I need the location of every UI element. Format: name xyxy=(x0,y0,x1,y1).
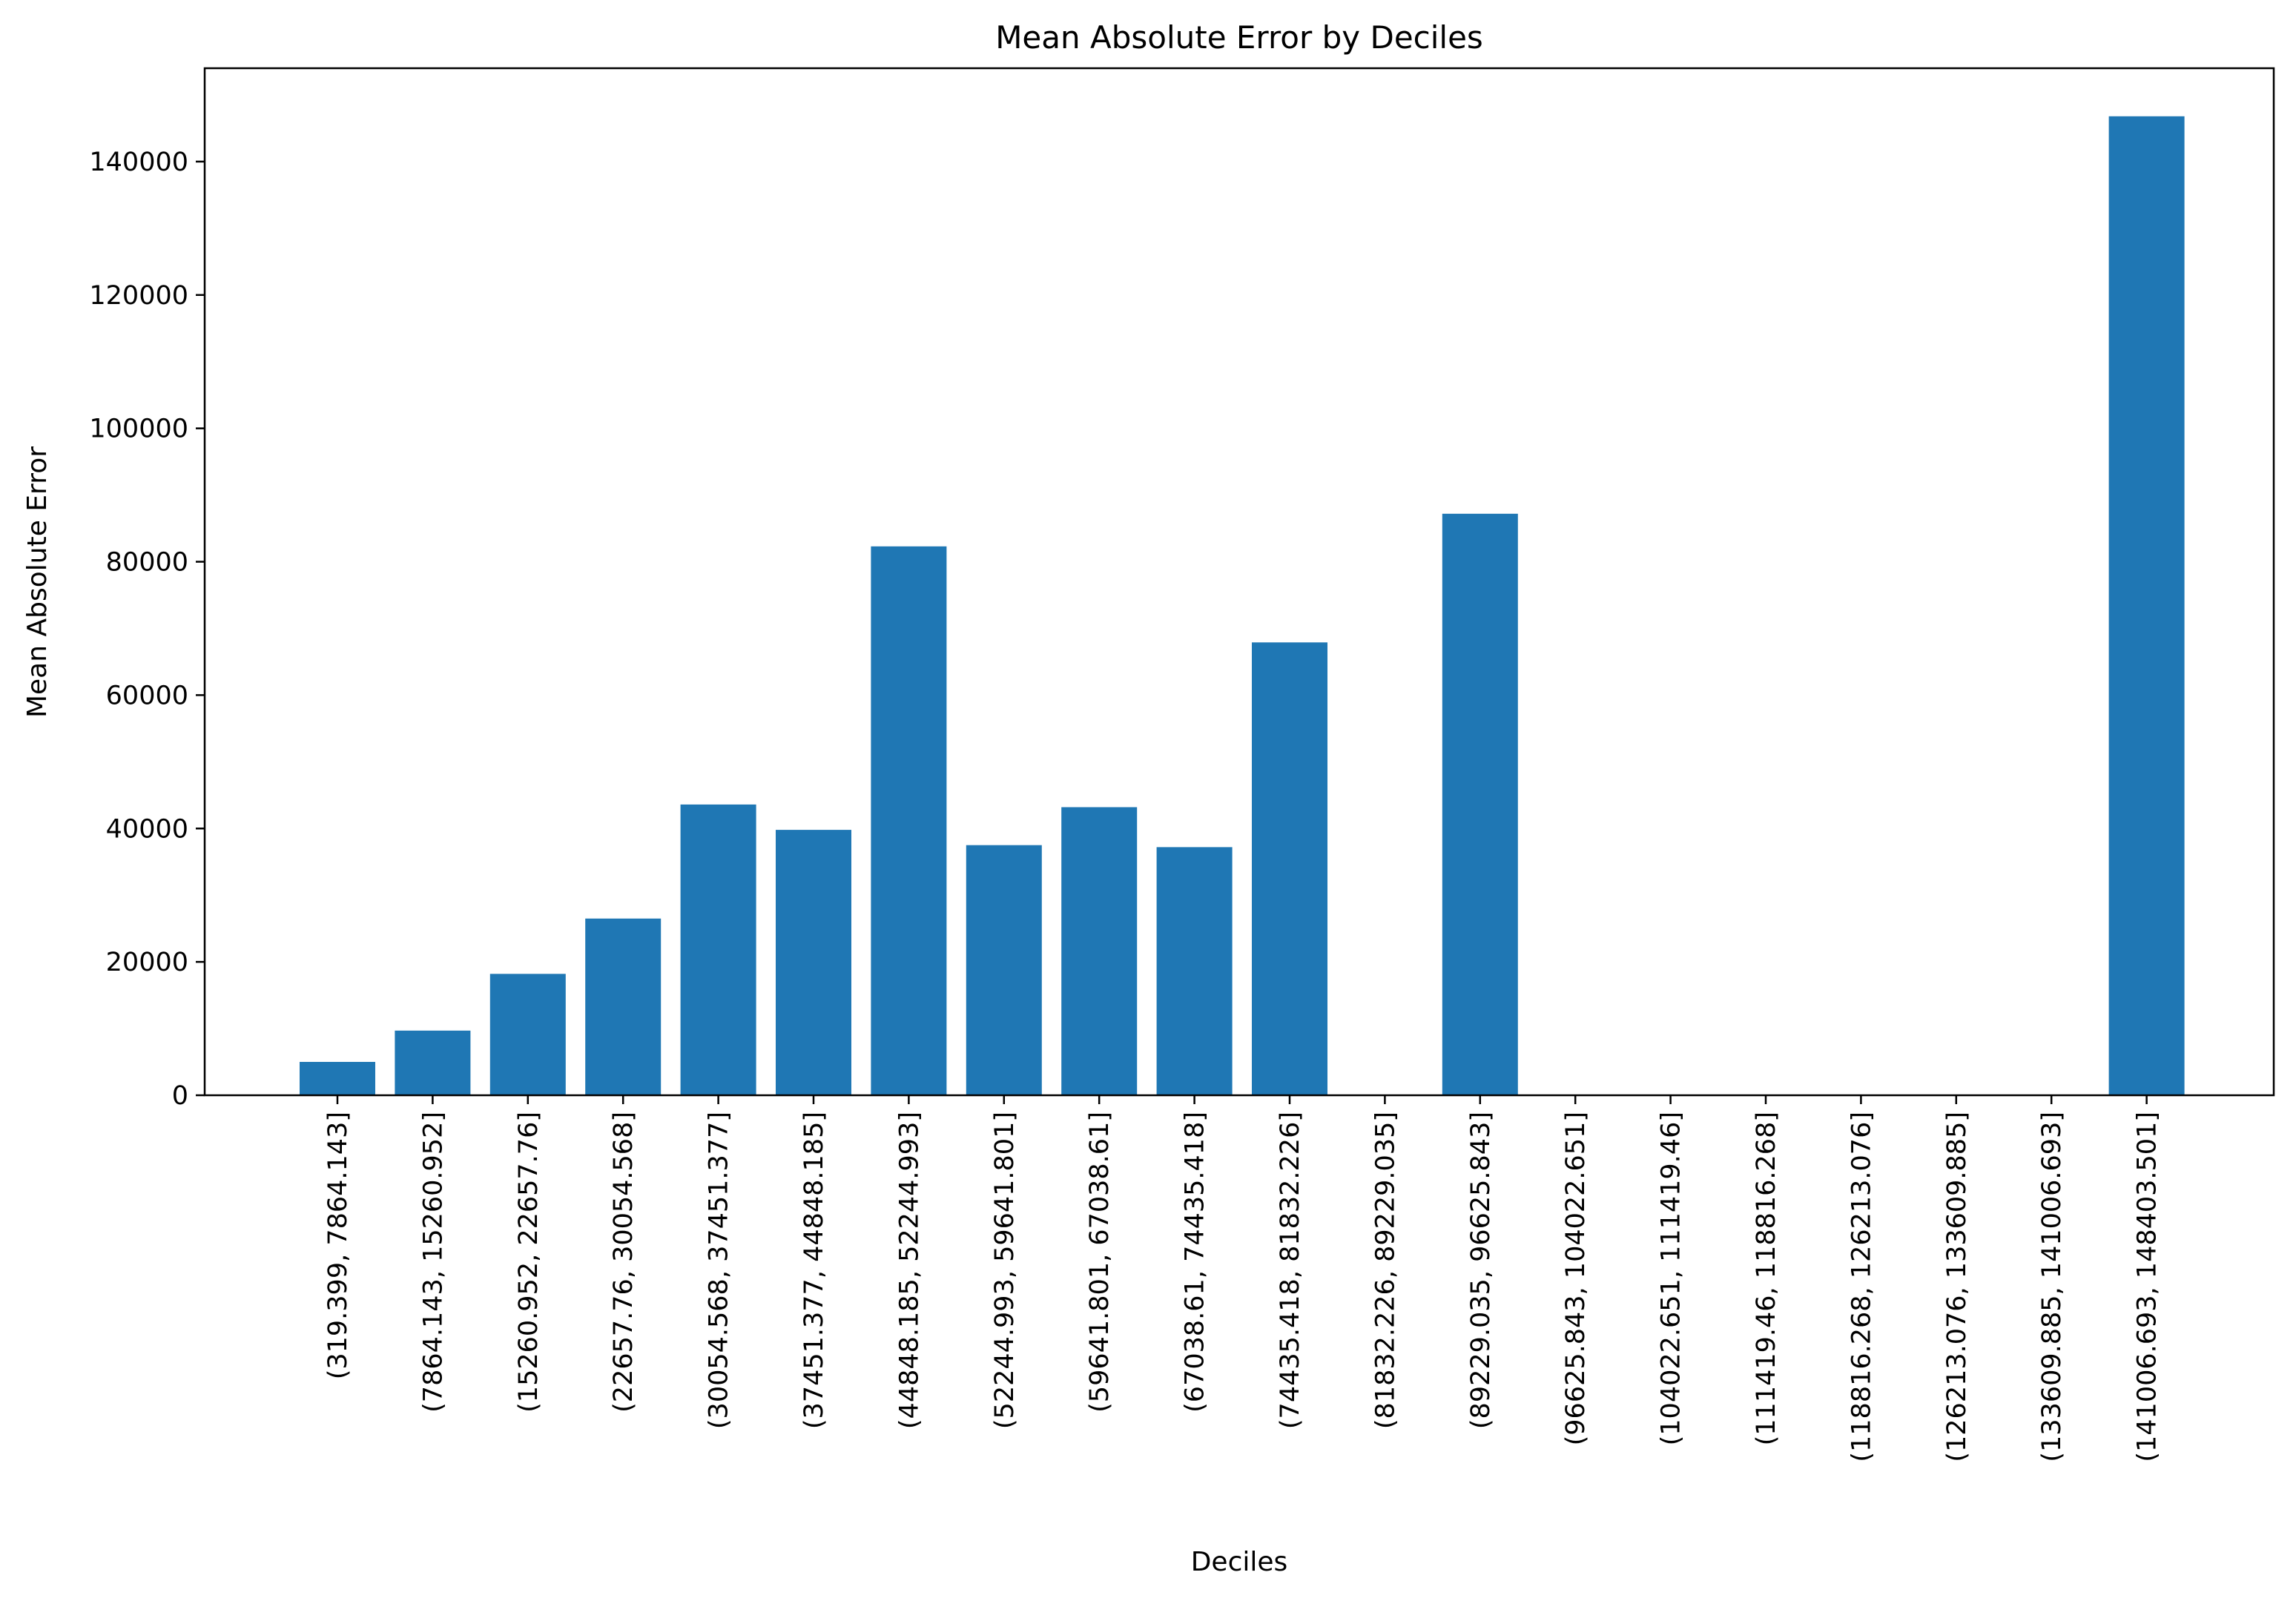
y-axis: 0 20000 40000 60000 80000 100000 120000 140000 xyxy=(89,148,205,1111)
bars-group xyxy=(300,116,2185,1095)
x-tick-label-5: (37451.377, 44848.185] xyxy=(799,1112,829,1429)
x-tick-label-12: (89229.035, 96625.843] xyxy=(1466,1112,1496,1429)
y-axis-label: Mean Absolute Error xyxy=(22,446,53,718)
bar-6 xyxy=(871,546,947,1095)
x-tick-label-13: (96625.843, 104022.651] xyxy=(1561,1112,1591,1445)
bar-2 xyxy=(489,974,566,1095)
x-tick-label-1: (7864.143, 15260.952] xyxy=(418,1112,448,1413)
bar-1 xyxy=(395,1030,471,1095)
x-axis-label: Deciles xyxy=(1191,1547,1288,1577)
x-tick-label-15: (111419.46, 118816.268] xyxy=(1752,1112,1781,1445)
bar-5 xyxy=(776,830,851,1095)
bar-8 xyxy=(1061,807,1138,1095)
x-axis: (319.399, 7864.143] (7864.143, 15260.952]… xyxy=(323,1095,2163,1462)
x-tick-label-14: (104022.651, 111419.46] xyxy=(1657,1112,1686,1445)
bar-7 xyxy=(966,845,1042,1095)
plot-frame xyxy=(203,67,2275,1097)
bar-4 xyxy=(680,804,756,1095)
chart-title: Mean Absolute Error by Deciles xyxy=(995,19,1483,56)
bar-10 xyxy=(1252,642,1327,1095)
y-tick-label-0: 0 xyxy=(172,1081,188,1111)
x-tick-label-6: (44848.185, 52244.993] xyxy=(894,1112,924,1429)
y-tick-label-4: 80000 xyxy=(106,548,188,578)
x-tick-label-11: (81832.226, 89229.035] xyxy=(1370,1112,1400,1429)
y-tick-label-1: 20000 xyxy=(106,948,188,977)
x-tick-label-17: (126213.076, 133609.885] xyxy=(1942,1112,1972,1462)
bar-0 xyxy=(300,1062,375,1095)
bar-3 xyxy=(585,918,662,1095)
x-tick-label-18: (133609.885, 141006.693] xyxy=(2037,1112,2067,1462)
x-tick-label-10: (74435.418, 81832.226] xyxy=(1276,1112,1305,1429)
y-tick-label-5: 100000 xyxy=(89,415,188,444)
y-tick-label-2: 40000 xyxy=(106,814,188,844)
y-tick-label-7: 140000 xyxy=(89,148,188,177)
y-tick-label-3: 60000 xyxy=(106,681,188,710)
x-tick-label-8: (59641.801, 67038.61] xyxy=(1085,1112,1115,1413)
x-tick-label-9: (67038.61, 74435.418] xyxy=(1181,1112,1210,1413)
x-tick-label-2: (15260.952, 22657.76] xyxy=(514,1112,544,1413)
y-tick-label-6: 120000 xyxy=(89,281,188,311)
bar-19 xyxy=(2108,116,2185,1095)
bar-9 xyxy=(1156,847,1233,1095)
x-tick-label-19: (141006.693, 148403.501] xyxy=(2133,1112,2163,1462)
x-tick-label-3: (22657.76, 30054.568] xyxy=(609,1112,639,1413)
bar-12 xyxy=(1442,513,1518,1095)
x-tick-label-4: (30054.568, 37451.377] xyxy=(705,1112,734,1429)
x-tick-label-7: (52244.993, 59641.801] xyxy=(990,1112,1020,1429)
x-tick-label-16: (118816.268, 126213.076] xyxy=(1847,1112,1876,1462)
x-tick-label-0: (319.399, 7864.143] xyxy=(323,1112,353,1379)
